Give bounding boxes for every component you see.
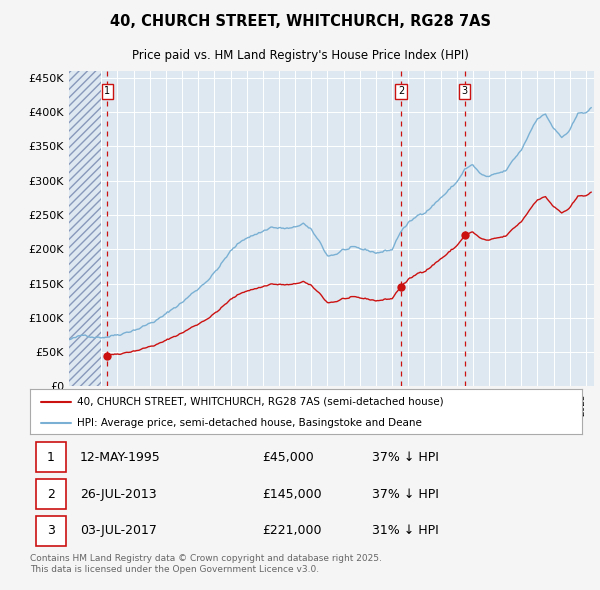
- Text: 2006: 2006: [270, 394, 279, 417]
- Text: 2003: 2003: [221, 394, 230, 417]
- Text: Contains HM Land Registry data © Crown copyright and database right 2025.
This d: Contains HM Land Registry data © Crown c…: [30, 553, 382, 575]
- Text: 1996: 1996: [109, 394, 118, 417]
- Text: 2015: 2015: [415, 394, 424, 417]
- Text: 31% ↓ HPI: 31% ↓ HPI: [372, 525, 439, 537]
- Text: 2: 2: [398, 86, 404, 96]
- Text: 3: 3: [462, 86, 468, 96]
- Text: 2016: 2016: [431, 394, 440, 417]
- Text: 40, CHURCH STREET, WHITCHURCH, RG28 7AS: 40, CHURCH STREET, WHITCHURCH, RG28 7AS: [110, 14, 491, 30]
- Text: 2008: 2008: [302, 394, 311, 417]
- Text: 2000: 2000: [173, 394, 182, 417]
- FancyBboxPatch shape: [35, 516, 66, 546]
- Text: 1995: 1995: [92, 394, 101, 417]
- Text: Price paid vs. HM Land Registry's House Price Index (HPI): Price paid vs. HM Land Registry's House …: [131, 48, 469, 62]
- Text: 1994: 1994: [76, 394, 85, 417]
- Text: 2014: 2014: [399, 394, 408, 416]
- Text: 37% ↓ HPI: 37% ↓ HPI: [372, 487, 439, 501]
- Text: 2002: 2002: [205, 394, 214, 416]
- Text: 2013: 2013: [383, 394, 392, 417]
- Text: 2004: 2004: [238, 394, 247, 416]
- Text: 2017: 2017: [448, 394, 457, 417]
- Text: 1997: 1997: [125, 394, 134, 417]
- Text: 1999: 1999: [157, 394, 166, 417]
- Text: £45,000: £45,000: [262, 451, 314, 464]
- FancyBboxPatch shape: [35, 442, 66, 472]
- Text: 26-JUL-2013: 26-JUL-2013: [80, 487, 157, 501]
- Text: 1998: 1998: [141, 394, 150, 417]
- Text: 2024: 2024: [561, 394, 570, 416]
- Text: 12-MAY-1995: 12-MAY-1995: [80, 451, 160, 464]
- Text: 03-JUL-2017: 03-JUL-2017: [80, 525, 157, 537]
- Text: 2021: 2021: [512, 394, 521, 416]
- Text: HPI: Average price, semi-detached house, Basingstoke and Deane: HPI: Average price, semi-detached house,…: [77, 418, 422, 428]
- Text: £145,000: £145,000: [262, 487, 322, 501]
- Text: 1993: 1993: [60, 394, 69, 417]
- Text: 2018: 2018: [464, 394, 473, 417]
- Text: 2025: 2025: [577, 394, 586, 416]
- Text: 2019: 2019: [480, 394, 489, 417]
- Text: 2011: 2011: [351, 394, 360, 417]
- Bar: [69, 71, 101, 386]
- Text: 1: 1: [47, 451, 55, 464]
- Text: 2020: 2020: [496, 394, 505, 416]
- Text: 2001: 2001: [189, 394, 198, 417]
- FancyBboxPatch shape: [35, 479, 66, 509]
- Text: 2007: 2007: [286, 394, 295, 417]
- Text: 2: 2: [47, 487, 55, 501]
- Text: 2022: 2022: [529, 394, 538, 416]
- Text: 37% ↓ HPI: 37% ↓ HPI: [372, 451, 439, 464]
- Text: 2009: 2009: [319, 394, 328, 417]
- Text: 2010: 2010: [335, 394, 344, 417]
- Text: £221,000: £221,000: [262, 525, 322, 537]
- Text: 2012: 2012: [367, 394, 376, 416]
- Text: 40, CHURCH STREET, WHITCHURCH, RG28 7AS (semi-detached house): 40, CHURCH STREET, WHITCHURCH, RG28 7AS …: [77, 397, 443, 407]
- Text: 2005: 2005: [254, 394, 263, 417]
- Text: 3: 3: [47, 525, 55, 537]
- Text: 2023: 2023: [545, 394, 554, 416]
- Text: 1: 1: [104, 86, 110, 96]
